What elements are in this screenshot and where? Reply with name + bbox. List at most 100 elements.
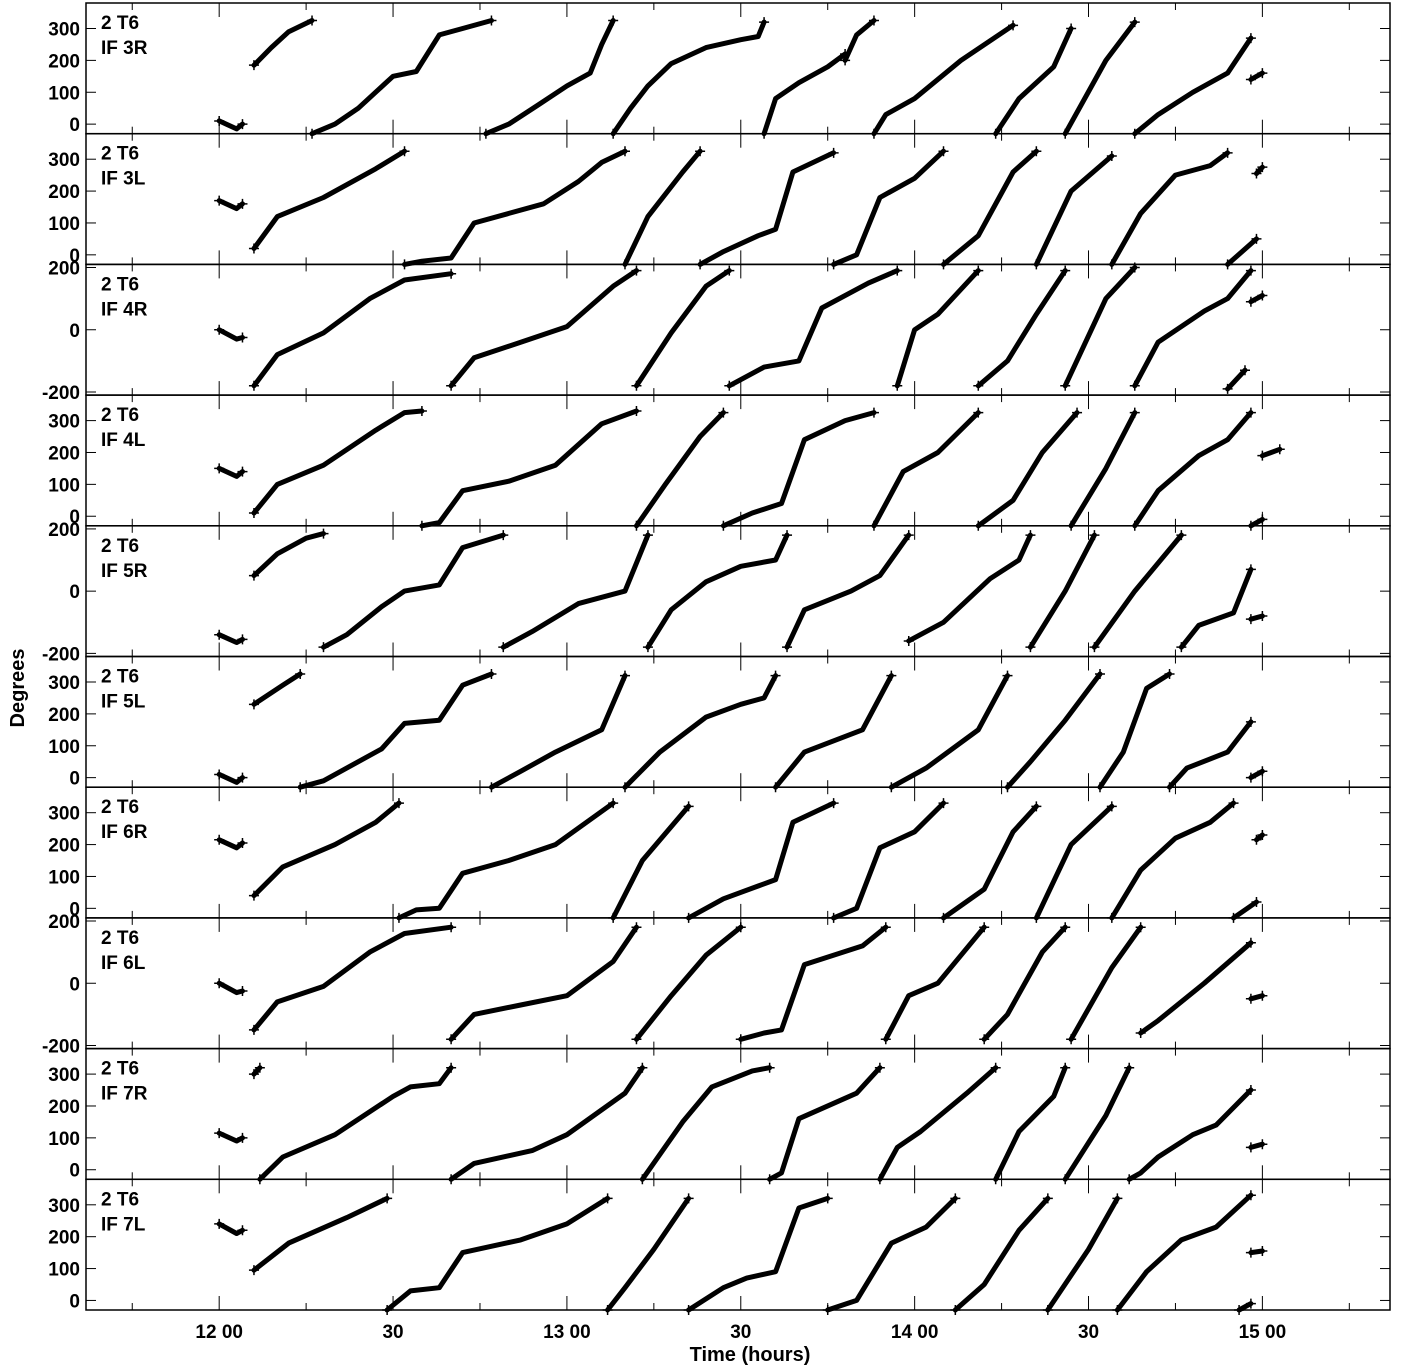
x-tick-label: 30 xyxy=(730,1322,751,1343)
phase-point xyxy=(248,1069,259,1080)
y-tick-label: 100 xyxy=(48,1129,80,1150)
phase-point xyxy=(631,1034,642,1045)
phase-point xyxy=(416,406,427,417)
panel-label-if: IF 6L xyxy=(101,953,146,974)
phase-segment xyxy=(1068,924,1144,1042)
phase-point xyxy=(237,466,248,477)
panel-label-if: IF 7L xyxy=(101,1214,146,1235)
phase-point xyxy=(637,1062,648,1073)
phase-segment xyxy=(216,771,245,785)
phase-segment xyxy=(888,673,1010,790)
phase-point xyxy=(237,332,248,343)
y-tick-label: 200 xyxy=(48,836,80,857)
phase-segment xyxy=(297,671,494,790)
phase-point xyxy=(1008,20,1019,31)
panel-label-source: 2 T6 xyxy=(101,536,139,557)
phase-point xyxy=(880,922,891,933)
phase-segment xyxy=(726,268,900,389)
y-tick-label: 300 xyxy=(48,412,80,433)
phase-segment xyxy=(1248,516,1265,529)
phase-segment xyxy=(216,837,245,851)
x-tick-label: 15 00 xyxy=(1239,1322,1287,1343)
phase-point xyxy=(1234,1305,1245,1315)
y-tick-label: 200 xyxy=(48,705,80,726)
phase-segment xyxy=(877,1065,999,1182)
phase-point xyxy=(1257,450,1268,461)
phase-point xyxy=(1060,265,1071,276)
x-tick-label: 14 00 xyxy=(891,1322,939,1343)
y-tick-label: 200 xyxy=(48,443,80,464)
phase-series xyxy=(214,1190,1268,1315)
phase-point xyxy=(735,1034,746,1045)
phase-segment xyxy=(761,51,848,137)
phase-segment xyxy=(1097,671,1172,790)
y-tick-label: -200 xyxy=(42,1036,80,1057)
phase-point xyxy=(214,463,225,474)
phase-segment xyxy=(686,800,837,921)
phase-point xyxy=(1031,146,1042,157)
phase-point xyxy=(1245,937,1256,948)
phase-point xyxy=(1245,296,1256,307)
phase-series xyxy=(214,262,1268,394)
phase-point xyxy=(782,642,793,653)
phase-segment xyxy=(1033,803,1115,921)
phase-point xyxy=(237,1225,248,1236)
phase-point xyxy=(973,407,984,418)
phase-segment xyxy=(309,18,494,137)
phase-point xyxy=(1025,642,1036,653)
phase-point xyxy=(1176,530,1187,541)
panel-1: 0 100 200 300 2 T6 IF 3R xyxy=(48,2,1391,139)
phase-point xyxy=(828,798,839,809)
phase-point xyxy=(735,922,746,933)
phase-point xyxy=(1257,290,1268,301)
phase-segment xyxy=(831,148,946,267)
phase-point xyxy=(759,17,770,28)
phase-segment xyxy=(952,1195,1051,1313)
phase-point xyxy=(938,798,949,809)
phase-point xyxy=(1245,564,1256,575)
phase-segment xyxy=(1027,532,1097,650)
phase-point xyxy=(1025,530,1036,541)
phase-point xyxy=(1245,407,1256,418)
phase-segment xyxy=(251,271,454,389)
phase-segment xyxy=(1062,265,1138,389)
phase-point xyxy=(868,15,879,26)
phase-point xyxy=(248,380,259,391)
phase-series xyxy=(214,406,1285,531)
phase-point xyxy=(950,1305,961,1315)
phase-point xyxy=(979,922,990,933)
phase-point xyxy=(1066,23,1077,34)
phase-point xyxy=(973,380,984,391)
phase-point xyxy=(237,634,248,645)
phase-point xyxy=(1251,834,1262,845)
phase-point xyxy=(214,834,225,845)
phase-point xyxy=(1245,1085,1256,1096)
phase-point xyxy=(214,195,225,206)
phase-point xyxy=(990,1062,1001,1073)
y-tick-label: 200 xyxy=(48,51,80,72)
phase-segment xyxy=(634,924,744,1042)
phase-point xyxy=(1164,669,1175,680)
phase-point xyxy=(892,265,903,276)
phase-segment xyxy=(1236,1301,1254,1313)
phase-series xyxy=(214,146,1268,270)
panel-label-if: IF 4L xyxy=(101,430,146,451)
y-tick-label: 300 xyxy=(48,1196,80,1217)
phase-point xyxy=(248,508,259,519)
phase-point xyxy=(399,146,410,157)
phase-point xyxy=(1240,365,1250,376)
phase-segment xyxy=(448,924,639,1042)
phase-point xyxy=(393,798,404,809)
phase-segment xyxy=(784,532,912,650)
phase-segment xyxy=(738,924,889,1042)
phase-segment xyxy=(1225,367,1248,392)
y-tick-label: 0 xyxy=(69,321,80,342)
phase-point xyxy=(1042,1305,1053,1315)
phase-point xyxy=(1060,380,1071,391)
phase-point xyxy=(1245,74,1256,85)
panel-10: 0 100 200 300 2 T6 IF 7L xyxy=(48,1178,1391,1315)
phase-segment xyxy=(1254,832,1265,843)
y-tick-label: 100 xyxy=(48,214,80,235)
panel-8: -200 0 200 2 T6 IF 6L xyxy=(42,912,1391,1057)
y-tick-label: 200 xyxy=(48,259,80,280)
